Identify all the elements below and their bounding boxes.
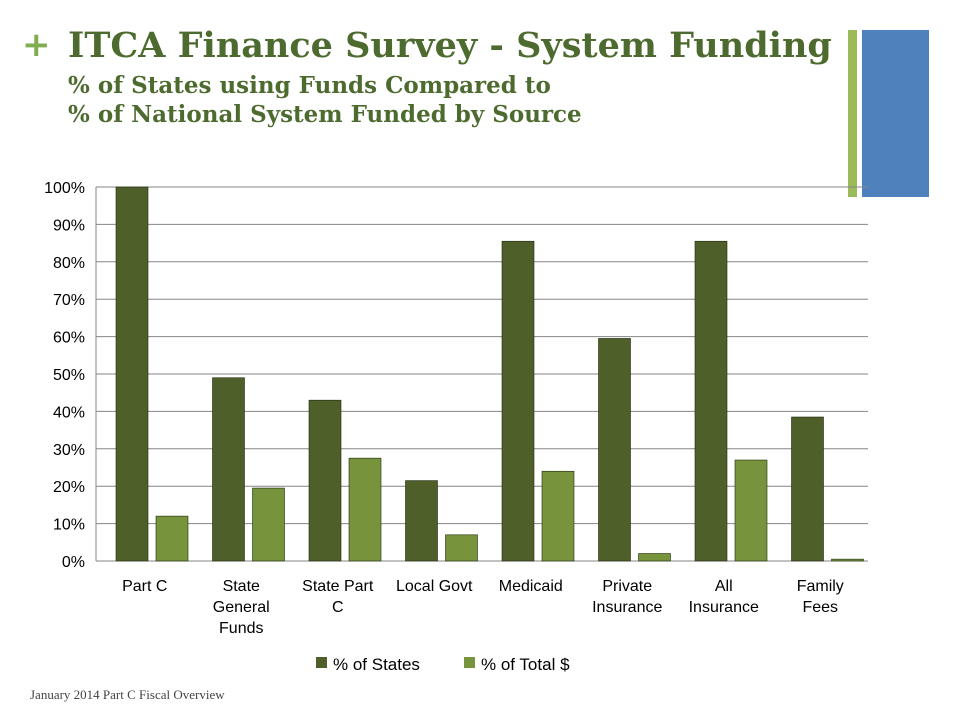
y-tick-label: 40% — [53, 404, 85, 421]
y-tick-label: 20% — [53, 479, 85, 496]
y-tick-label: 70% — [53, 292, 85, 309]
bar — [348, 457, 382, 562]
x-category-label: Medicaid — [499, 578, 563, 595]
bar — [638, 553, 671, 562]
bar — [501, 240, 535, 562]
bar — [831, 558, 864, 562]
y-tick-label: 0% — [62, 554, 85, 571]
y-tick-label: 50% — [53, 367, 85, 384]
legend-label: % of States — [333, 655, 420, 674]
bar — [694, 240, 728, 562]
y-tick-label: 30% — [53, 442, 85, 459]
bar — [734, 459, 768, 562]
accent-bar-green — [848, 30, 857, 197]
x-category-label: State General Funds — [213, 578, 270, 637]
bar — [155, 515, 189, 562]
bar — [308, 399, 342, 562]
x-category-label: State Part C — [302, 578, 374, 616]
subtitle-line-2: % of National System Funded by Source — [68, 101, 582, 128]
x-category-label: Private Insurance — [592, 578, 662, 616]
x-category-label: All Insurance — [689, 578, 759, 616]
subtitle-line-1: % of States using Funds Compared to — [68, 72, 551, 99]
y-tick-label: 10% — [53, 517, 85, 534]
bar — [445, 534, 478, 562]
bar — [252, 487, 285, 562]
slide-subtitle: % of States using Funds Compared to % of… — [68, 71, 582, 129]
y-tick-label: 80% — [53, 255, 85, 272]
x-category-label: Local Govt — [396, 578, 473, 595]
y-tick-label: 100% — [44, 180, 85, 197]
bar — [212, 377, 245, 562]
bar — [598, 338, 631, 562]
bar — [791, 416, 824, 562]
y-tick-label: 90% — [53, 217, 85, 234]
footer-text: January 2014 Part C Fiscal Overview — [30, 687, 225, 702]
y-tick-label: 60% — [53, 330, 85, 347]
slide-title: ITCA Finance Survey - System Funding — [68, 25, 832, 66]
legend-label: % of Total $ — [481, 655, 570, 674]
accent-bar-blue — [862, 30, 929, 197]
x-category-label: Part C — [122, 578, 167, 595]
bar — [115, 186, 149, 562]
legend-swatch — [316, 657, 327, 668]
bar — [405, 480, 438, 562]
legend-swatch — [464, 657, 475, 668]
x-category-label: Family Fees — [797, 578, 844, 616]
plus-icon: + — [22, 25, 51, 65]
bar — [541, 470, 575, 562]
